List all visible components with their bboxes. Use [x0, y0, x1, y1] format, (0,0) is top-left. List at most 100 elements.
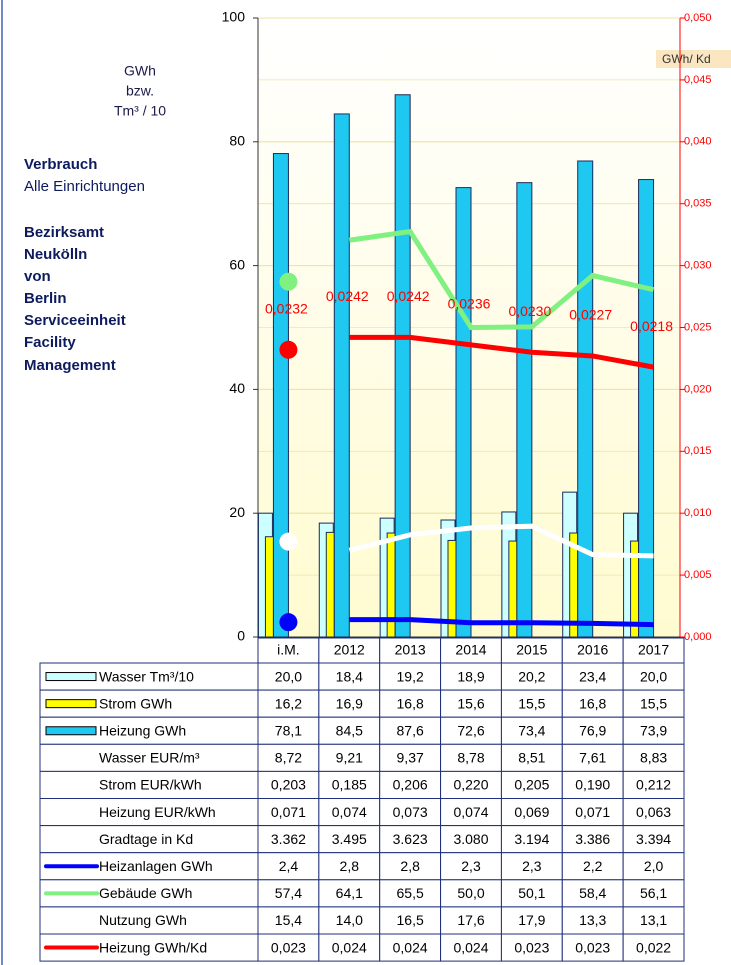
- point: [279, 340, 298, 359]
- data-label: 0,0232: [265, 300, 308, 316]
- side-text-line: Management: [24, 357, 116, 374]
- table-cell: [318, 716, 381, 745]
- bar: [394, 94, 411, 638]
- point: [279, 272, 298, 291]
- table-cell: [318, 637, 381, 664]
- legend-label: Gebäude GWh: [99, 885, 192, 901]
- table-cell: [318, 933, 381, 962]
- table-value: 0,071: [575, 804, 610, 820]
- y-axis-label-line: bzw.: [126, 83, 154, 99]
- table-cell: [257, 743, 320, 772]
- y-tick-label: 20: [229, 504, 245, 520]
- table-value: 0,074: [332, 804, 367, 820]
- table-value: 87,6: [397, 722, 424, 738]
- x-tick-label: 2013: [395, 642, 426, 658]
- y2-tick-label: 0,025: [684, 321, 712, 333]
- table-cell: [500, 879, 563, 908]
- table-cell: [622, 933, 685, 962]
- table-value: 13,1: [640, 912, 667, 928]
- table-value: 9,21: [336, 750, 363, 766]
- bar: [577, 160, 594, 638]
- table-value: 72,6: [457, 722, 484, 738]
- table-value: 17,6: [457, 912, 484, 928]
- table-value: 15,6: [457, 695, 484, 711]
- table-cell: [500, 716, 563, 745]
- table-value: 16,9: [336, 695, 363, 711]
- y2-tick-label: 0,050: [684, 12, 712, 24]
- table-cell: [39, 798, 259, 827]
- table-value: 0,212: [636, 777, 671, 793]
- table-cell: [257, 662, 320, 691]
- table-value: 19,2: [397, 668, 424, 684]
- table-value: 0,063: [636, 804, 671, 820]
- table-value: 2,8: [340, 858, 360, 874]
- table-value: 0,206: [393, 777, 428, 793]
- table-value: 15,4: [275, 912, 302, 928]
- line: [349, 617, 654, 628]
- table-value: 64,1: [336, 885, 363, 901]
- side-text-line: Facility: [24, 334, 76, 351]
- y-axis-label-line: Tm³ / 10: [114, 103, 166, 119]
- table-value: 8,72: [275, 750, 302, 766]
- table-value: 3.194: [514, 831, 549, 847]
- table-value: 3.386: [575, 831, 610, 847]
- table-cell: [561, 770, 624, 800]
- table-cell: [318, 906, 381, 935]
- table-value: 16,8: [397, 695, 424, 711]
- table-value: 50,0: [457, 885, 484, 901]
- legend-label: Gradtage in Kd: [99, 831, 193, 847]
- table-cell: [379, 716, 442, 745]
- y-tick-label: 0: [237, 628, 245, 644]
- legend-label: Nutzung GWh: [99, 912, 187, 928]
- y2-label-box: [656, 50, 731, 68]
- table-cell: [318, 770, 381, 800]
- x-tick-label: 2017: [638, 642, 669, 658]
- point: [279, 613, 298, 632]
- table-value: 2,3: [461, 858, 481, 874]
- data-label: 0,0218: [630, 318, 673, 334]
- legend-swatch: [45, 672, 97, 682]
- table-value: 0,024: [393, 939, 428, 955]
- x-tick-label: 2014: [455, 642, 486, 658]
- table-cell: [561, 689, 624, 718]
- y2-tick-label: 0,040: [684, 136, 712, 148]
- line: [348, 228, 655, 331]
- table-cell: [39, 825, 259, 854]
- table-cell: [500, 825, 563, 854]
- table-cell: [379, 743, 442, 772]
- table-cell: [622, 716, 685, 745]
- y-tick-label: 80: [229, 133, 245, 149]
- side-text-line: Verbrauch: [24, 156, 97, 173]
- table-cell: [440, 689, 502, 718]
- table-value: 76,9: [579, 722, 606, 738]
- table-value: 3.080: [453, 831, 488, 847]
- table-cell: [257, 770, 320, 800]
- table-cell: [257, 637, 320, 664]
- bar: [455, 187, 472, 638]
- table-cell: [500, 743, 563, 772]
- table-value: 2,3: [522, 858, 542, 874]
- line: [348, 523, 654, 559]
- table-value: 0,069: [514, 804, 549, 820]
- table-value: 3.495: [332, 831, 367, 847]
- table-cell: [257, 933, 320, 962]
- table-cell: [500, 933, 563, 962]
- y2-axis-label: GWh/ Kd: [662, 52, 711, 66]
- table-value: 2,8: [400, 858, 420, 874]
- table-value: 0,071: [271, 804, 306, 820]
- table-cell: [379, 825, 442, 854]
- table-value: 0,024: [332, 939, 367, 955]
- table-cell: [622, 637, 685, 664]
- data-label: 0,0242: [326, 288, 369, 304]
- table-value: 57,4: [275, 885, 302, 901]
- table-value: 13,3: [579, 912, 606, 928]
- table-value: 20,0: [640, 668, 667, 684]
- table-value: 0,190: [575, 777, 610, 793]
- legend-swatch: [45, 726, 97, 736]
- y2-tick-label: 0,045: [684, 74, 712, 86]
- table-cell: [500, 906, 563, 935]
- x-tick-label: 2015: [516, 642, 547, 658]
- table-value: 2,2: [583, 858, 603, 874]
- data-label: 0,0227: [569, 307, 612, 323]
- table-value: 0,220: [453, 777, 488, 793]
